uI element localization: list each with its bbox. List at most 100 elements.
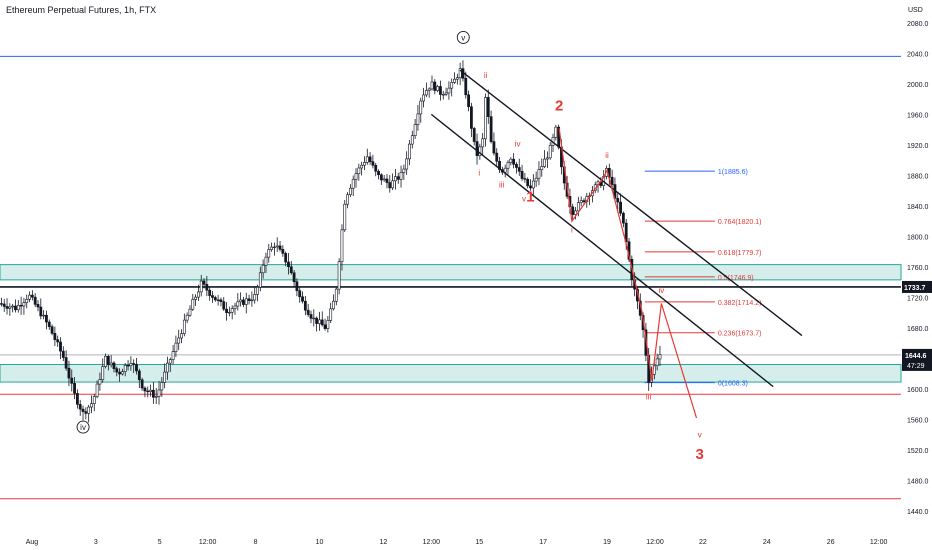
candle-body bbox=[199, 280, 203, 293]
candle-body bbox=[489, 116, 493, 142]
candle-body bbox=[619, 201, 622, 214]
candle-body bbox=[332, 300, 335, 310]
candle-body bbox=[64, 357, 68, 369]
candle-body bbox=[379, 174, 383, 181]
y-tick-label: 1840.0 bbox=[907, 204, 929, 211]
candle-body bbox=[143, 387, 147, 392]
candle-body bbox=[236, 301, 240, 307]
candle-body bbox=[346, 194, 349, 205]
candle-body bbox=[523, 178, 527, 180]
wave-label: v bbox=[698, 431, 702, 440]
candle-body bbox=[436, 86, 440, 91]
candle-body bbox=[486, 97, 490, 117]
candle-body bbox=[422, 94, 425, 102]
countdown-label: 47:29 bbox=[907, 363, 925, 370]
candle-body bbox=[11, 305, 15, 308]
x-tick-label: 17 bbox=[539, 539, 547, 546]
candle-body bbox=[323, 324, 327, 329]
candle-body bbox=[298, 290, 302, 298]
candle-body bbox=[492, 141, 496, 154]
candle-body bbox=[270, 246, 273, 250]
candle-body bbox=[50, 326, 54, 334]
wave-label-circle bbox=[456, 30, 470, 44]
y-tick-label: 1680.0 bbox=[907, 326, 929, 333]
candle-body bbox=[213, 297, 217, 301]
wave-label: ii bbox=[605, 151, 609, 160]
candle-body bbox=[129, 363, 133, 367]
candle-body bbox=[610, 176, 614, 185]
candle-body bbox=[396, 176, 400, 180]
x-tick-label: 5 bbox=[158, 539, 162, 546]
candle-body bbox=[455, 77, 459, 80]
candle-body bbox=[45, 314, 48, 323]
currency-label: USD bbox=[908, 7, 923, 14]
y-axis[interactable]: USD1440.01480.01520.01560.01600.01640.01… bbox=[902, 7, 932, 516]
candle-body bbox=[5, 306, 9, 309]
candle-body bbox=[154, 396, 158, 398]
candle-body bbox=[92, 396, 96, 404]
candle-body bbox=[374, 164, 378, 172]
candle-body bbox=[334, 288, 338, 302]
candle-body bbox=[132, 363, 136, 365]
candle-body bbox=[101, 366, 105, 380]
candle-body bbox=[121, 371, 124, 375]
candle-body bbox=[261, 264, 265, 274]
candle-body bbox=[303, 300, 307, 311]
candle-body bbox=[506, 162, 510, 169]
candle-body bbox=[475, 141, 479, 156]
candle-body bbox=[247, 298, 251, 301]
candle-body bbox=[109, 362, 113, 366]
last-price-box bbox=[902, 348, 932, 371]
candle-body bbox=[59, 341, 62, 352]
candle-body bbox=[106, 355, 110, 366]
x-tick-label: 15 bbox=[475, 539, 483, 546]
candle-body bbox=[227, 311, 231, 314]
candle-body bbox=[70, 377, 74, 384]
candle-body bbox=[188, 308, 192, 316]
candle-body bbox=[515, 163, 518, 168]
candle-body bbox=[447, 87, 451, 94]
channel-lines[interactable] bbox=[430, 69, 803, 388]
candle-body bbox=[36, 304, 40, 308]
fib-label: 0(1608.3) bbox=[718, 381, 748, 388]
wave-label: i bbox=[571, 226, 573, 235]
candle-body bbox=[405, 158, 409, 170]
candle-body bbox=[320, 319, 324, 326]
zone bbox=[0, 364, 902, 383]
candle-body bbox=[464, 77, 468, 96]
candle-body bbox=[67, 367, 71, 379]
candle-body bbox=[416, 113, 420, 125]
candle-body bbox=[548, 145, 552, 159]
y-tick-label: 1520.0 bbox=[907, 448, 929, 455]
x-tick-label: 8 bbox=[254, 539, 258, 546]
candle-body bbox=[391, 180, 395, 189]
candle-body bbox=[453, 78, 456, 83]
wave-label: ii bbox=[484, 71, 488, 80]
candle-body bbox=[180, 333, 183, 339]
candle-body bbox=[149, 389, 152, 393]
candle-body bbox=[309, 314, 313, 319]
candle-body bbox=[582, 200, 586, 203]
x-tick-label: 12 bbox=[380, 539, 388, 546]
wave-label: 3 bbox=[696, 446, 704, 463]
x-axis[interactable]: Aug 3 5 12:00 8 10 12 12:00 15 17 19 12:00 22 24 26 12:… bbox=[26, 539, 888, 546]
candle-body bbox=[239, 299, 243, 303]
candle-body bbox=[115, 368, 119, 373]
candle-body bbox=[135, 364, 138, 372]
candle-body bbox=[81, 408, 85, 412]
candle-body bbox=[441, 94, 445, 96]
candle-body bbox=[140, 379, 144, 389]
candle-body bbox=[348, 187, 352, 196]
candle-body bbox=[289, 266, 293, 274]
candle-body bbox=[439, 86, 442, 95]
fib-levels: 1(1885.6) 0.764(1820.1) 0.618(1779.7) 0.5(1… bbox=[644, 169, 761, 388]
x-tick-label: 12:00 bbox=[199, 539, 217, 546]
y-tick-label: 1800.0 bbox=[907, 234, 929, 241]
candle-body bbox=[137, 370, 141, 381]
candle-body bbox=[191, 299, 195, 310]
candle-body bbox=[73, 383, 76, 394]
candle-body bbox=[146, 390, 150, 393]
candle-body bbox=[230, 308, 234, 313]
candle-body bbox=[22, 302, 26, 307]
